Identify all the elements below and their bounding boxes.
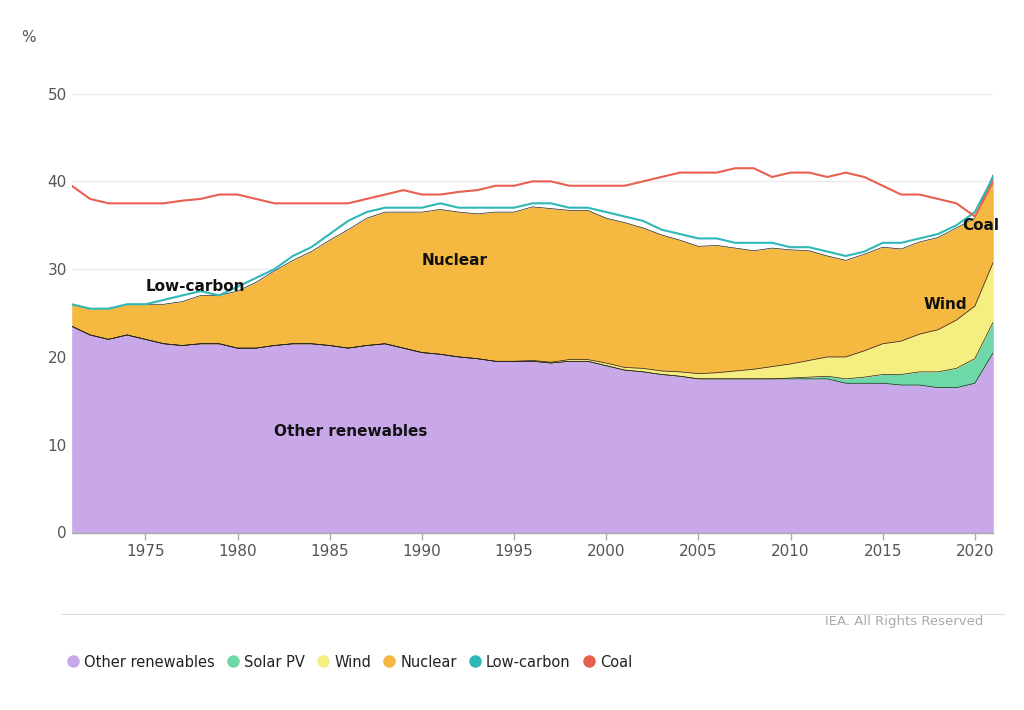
Text: %: % xyxy=(22,31,36,45)
Text: Coal: Coal xyxy=(962,218,999,233)
Text: Other renewables: Other renewables xyxy=(274,424,428,439)
Text: Wind: Wind xyxy=(924,297,967,312)
Text: IEA. All Rights Reserved: IEA. All Rights Reserved xyxy=(824,616,983,628)
Text: Low-carbon: Low-carbon xyxy=(145,279,245,294)
Legend: Other renewables, Solar PV, Wind, Nuclear, Low-carbon, Coal: Other renewables, Solar PV, Wind, Nuclea… xyxy=(70,655,632,670)
Text: Nuclear: Nuclear xyxy=(422,253,487,268)
